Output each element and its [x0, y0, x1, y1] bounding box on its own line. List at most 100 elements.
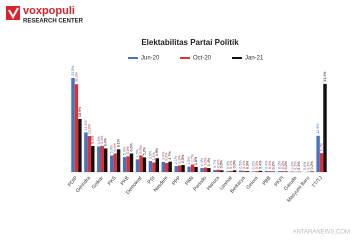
- bar: [290, 171, 295, 172]
- watermark: ANTARANEWS.COM: [292, 230, 350, 236]
- x-tick-label: PPP: [171, 175, 182, 187]
- bar: [255, 171, 259, 172]
- bar: [190, 164, 195, 172]
- value-label: 0,3%: [281, 160, 285, 169]
- bar: [245, 171, 250, 172]
- value-label: 5,3%: [123, 146, 127, 155]
- bar: [116, 149, 121, 172]
- bar: [71, 78, 75, 172]
- bar: [100, 145, 104, 172]
- value-label: 0,6%: [220, 159, 224, 168]
- logo-check: [8, 7, 19, 20]
- bar: [142, 157, 147, 172]
- logo-name: voxpopuli: [23, 5, 75, 17]
- bar: [109, 155, 114, 172]
- bar: [148, 161, 153, 172]
- value-label: 5,9%: [110, 144, 114, 153]
- bar: [165, 163, 169, 172]
- bar: [220, 170, 224, 172]
- value-label: 9,3%: [91, 135, 95, 144]
- bar: [177, 165, 182, 172]
- value-label: 0,5%: [239, 160, 243, 169]
- x-tick-label: PAN: [184, 175, 195, 187]
- bar: [319, 153, 324, 172]
- bar: [161, 161, 166, 172]
- value-label: 3,6%: [161, 151, 165, 160]
- x-tick-label: PKB: [120, 175, 131, 187]
- bar: [139, 155, 143, 172]
- bar: [232, 170, 237, 172]
- bar: [213, 170, 217, 172]
- x-tick-label: PKS: [107, 175, 118, 187]
- bar: [284, 171, 289, 172]
- value-label: 0,1%: [297, 161, 301, 170]
- bar: [310, 171, 314, 172]
- legend-label: Oct-20: [193, 56, 212, 62]
- bar: [194, 166, 198, 172]
- value-label: 5,9%: [139, 144, 143, 153]
- bar: [84, 132, 88, 172]
- value-label: 5,6%: [126, 145, 130, 154]
- bar: [242, 170, 246, 172]
- value-label: 0,4%: [258, 160, 262, 169]
- value-label: 0,4%: [229, 160, 233, 169]
- value-label: 33,5%: [71, 65, 75, 76]
- value-label: 0,2%: [271, 160, 275, 169]
- legend-label: Jun-20: [141, 56, 160, 62]
- bar: [200, 168, 204, 172]
- value-label: 1,4%: [207, 157, 211, 166]
- value-label: 0,6%: [233, 159, 237, 168]
- value-label: 12,8%: [87, 123, 91, 134]
- bar: [229, 170, 233, 172]
- value-label: 2,7%: [191, 153, 195, 162]
- value-label: 4,9%: [155, 147, 159, 156]
- bar: [264, 170, 269, 172]
- value-label: 0,3%: [226, 160, 230, 169]
- value-label: 4,5%: [135, 148, 139, 157]
- value-label: 0,3%: [246, 160, 250, 169]
- value-label: 9,3%: [100, 135, 104, 144]
- value-label: 0,2%: [252, 160, 256, 169]
- bar: [226, 171, 230, 172]
- value-label: 3,9%: [148, 150, 152, 159]
- value-label: 0,3%: [268, 160, 272, 169]
- bar: [103, 148, 108, 172]
- legend-label: Jan-21: [245, 56, 264, 62]
- bar: [207, 168, 211, 172]
- bar: [323, 83, 327, 172]
- bar: [268, 171, 272, 172]
- value-label: 9,1%: [97, 135, 101, 144]
- value-label: 1,9%: [187, 156, 191, 165]
- bar: [238, 170, 243, 172]
- bar: [74, 84, 79, 172]
- bar: [271, 171, 276, 172]
- value-label: 6,6%: [129, 142, 133, 151]
- bar: [122, 157, 127, 172]
- bar: [168, 161, 172, 172]
- bar: [78, 118, 82, 172]
- value-label: 0,3%: [277, 160, 281, 169]
- value-label: 1,4%: [200, 157, 204, 166]
- bar: [155, 158, 160, 172]
- bar: [277, 171, 282, 172]
- value-label: 14,1%: [84, 119, 88, 130]
- value-label: 5,2%: [142, 146, 146, 155]
- value-label: 3,2%: [165, 152, 169, 161]
- value-label: 3,4%: [152, 151, 156, 160]
- bar: [187, 166, 191, 172]
- bar: [87, 136, 92, 172]
- bar: [258, 170, 263, 172]
- x-tick-label: PKPI: [273, 175, 285, 188]
- bar: [216, 169, 221, 172]
- value-label: 12,9%: [316, 123, 320, 134]
- value-label: 18,9%: [78, 106, 82, 117]
- value-label: 0,4%: [242, 160, 246, 169]
- value-label: 8,4%: [104, 137, 108, 146]
- value-label: 1,8%: [194, 156, 198, 165]
- bar: [174, 166, 178, 172]
- x-tick-label: PSI: [147, 175, 157, 185]
- value-label: 2,1%: [174, 155, 178, 164]
- value-label: 0,2%: [284, 160, 288, 169]
